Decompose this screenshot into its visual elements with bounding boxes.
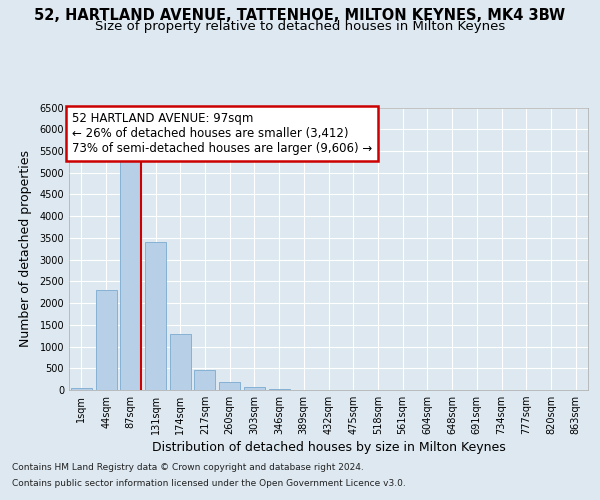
Bar xyxy=(95,290,116,390)
Bar xyxy=(269,389,290,390)
Bar xyxy=(170,334,191,390)
Bar xyxy=(145,242,166,390)
Text: Contains HM Land Registry data © Crown copyright and database right 2024.: Contains HM Land Registry data © Crown c… xyxy=(12,464,364,472)
Text: 52, HARTLAND AVENUE, TATTENHOE, MILTON KEYNES, MK4 3BW: 52, HARTLAND AVENUE, TATTENHOE, MILTON K… xyxy=(34,8,566,22)
Text: Contains public sector information licensed under the Open Government Licence v3: Contains public sector information licen… xyxy=(12,478,406,488)
Bar xyxy=(194,370,215,390)
Bar xyxy=(71,388,92,390)
Bar xyxy=(244,387,265,390)
Bar xyxy=(120,153,141,390)
Bar xyxy=(219,382,240,390)
Text: Size of property relative to detached houses in Milton Keynes: Size of property relative to detached ho… xyxy=(95,20,505,33)
X-axis label: Distribution of detached houses by size in Milton Keynes: Distribution of detached houses by size … xyxy=(152,442,505,454)
Text: 52 HARTLAND AVENUE: 97sqm
← 26% of detached houses are smaller (3,412)
73% of se: 52 HARTLAND AVENUE: 97sqm ← 26% of detac… xyxy=(71,112,372,154)
Y-axis label: Number of detached properties: Number of detached properties xyxy=(19,150,32,348)
